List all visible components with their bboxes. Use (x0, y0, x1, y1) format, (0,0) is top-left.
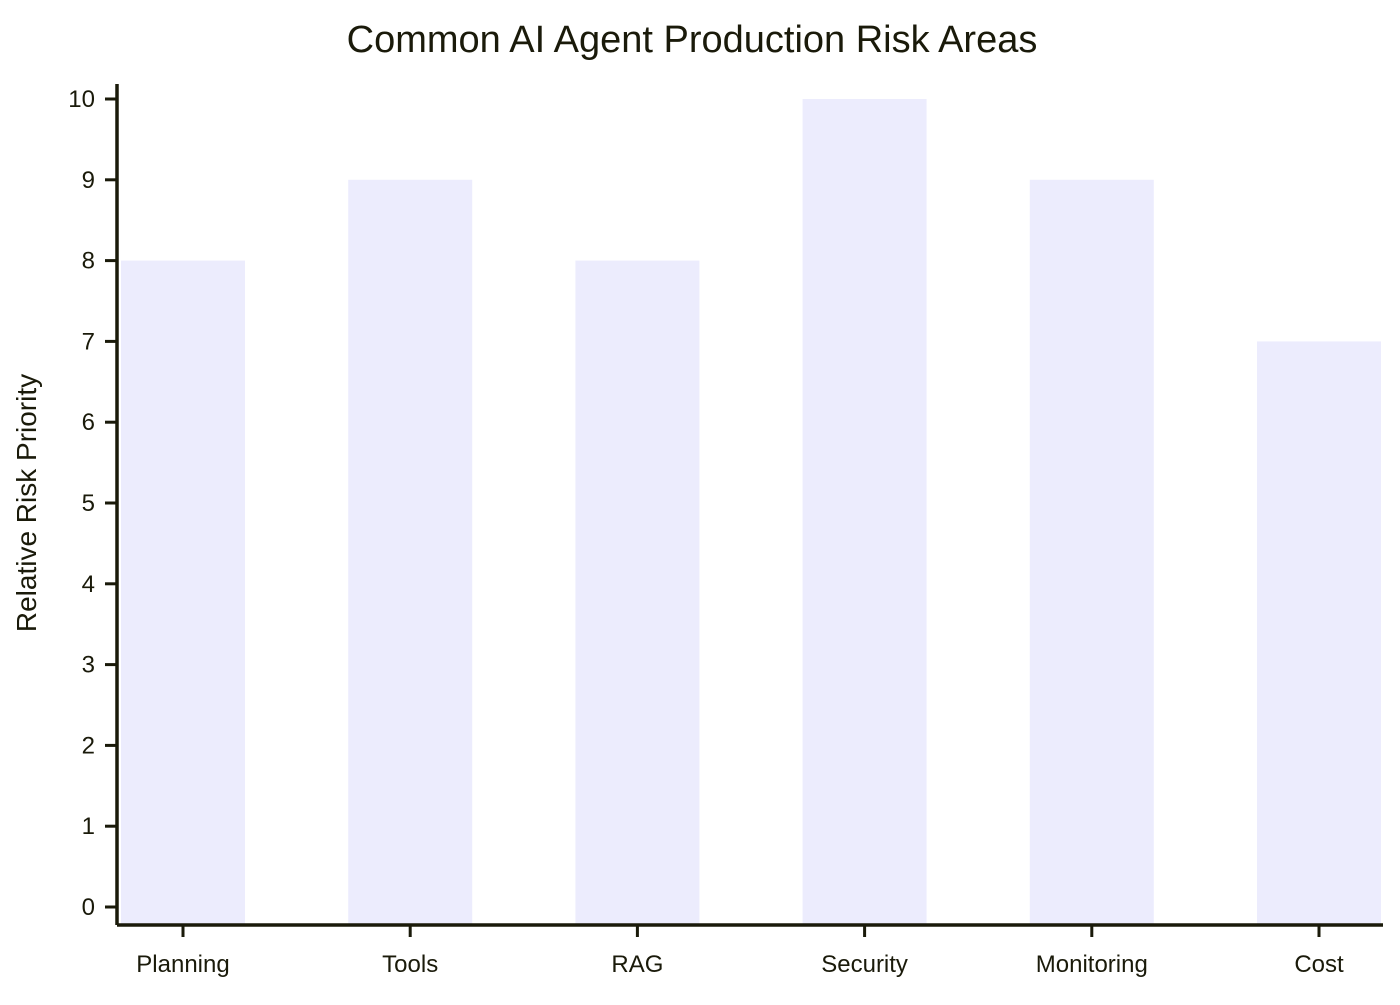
x-tick-label: RAG (611, 951, 663, 978)
bars-group (121, 99, 1381, 926)
y-tick-label: 2 (82, 732, 95, 759)
chart-title: Common AI Agent Production Risk Areas (347, 19, 1038, 61)
x-axis-ticks: Planning Tools RAG Security Monitoring Cost (136, 925, 1344, 978)
bar-rag (575, 260, 700, 926)
x-tick-label: Planning (136, 951, 229, 978)
bar-planning (121, 260, 245, 926)
x-tick-label: Tools (382, 951, 438, 978)
y-tick-label: 1 (82, 813, 95, 840)
y-tick-label: 6 (82, 409, 95, 436)
y-tick-label: 10 (68, 86, 95, 113)
y-tick-label: 9 (82, 167, 95, 194)
bar-cost (1257, 341, 1381, 925)
bar-monitoring (1029, 179, 1154, 926)
y-tick-label: 0 (82, 894, 95, 921)
y-tick-label: 7 (82, 328, 95, 355)
y-tick-label: 5 (82, 490, 95, 517)
y-axis-ticks: 0 1 2 3 4 5 6 7 8 9 10 (68, 86, 117, 921)
y-tick-label: 3 (82, 652, 95, 679)
y-tick-label: 4 (82, 571, 95, 598)
x-tick-label: Cost (1294, 951, 1344, 978)
bar-security (802, 99, 927, 925)
bar-tools (348, 179, 473, 926)
x-tick-label: Monitoring (1036, 951, 1148, 978)
y-axis-label: Relative Risk Priority (11, 374, 42, 632)
y-tick-label: 8 (82, 248, 95, 275)
x-tick-label: Security (821, 951, 908, 978)
